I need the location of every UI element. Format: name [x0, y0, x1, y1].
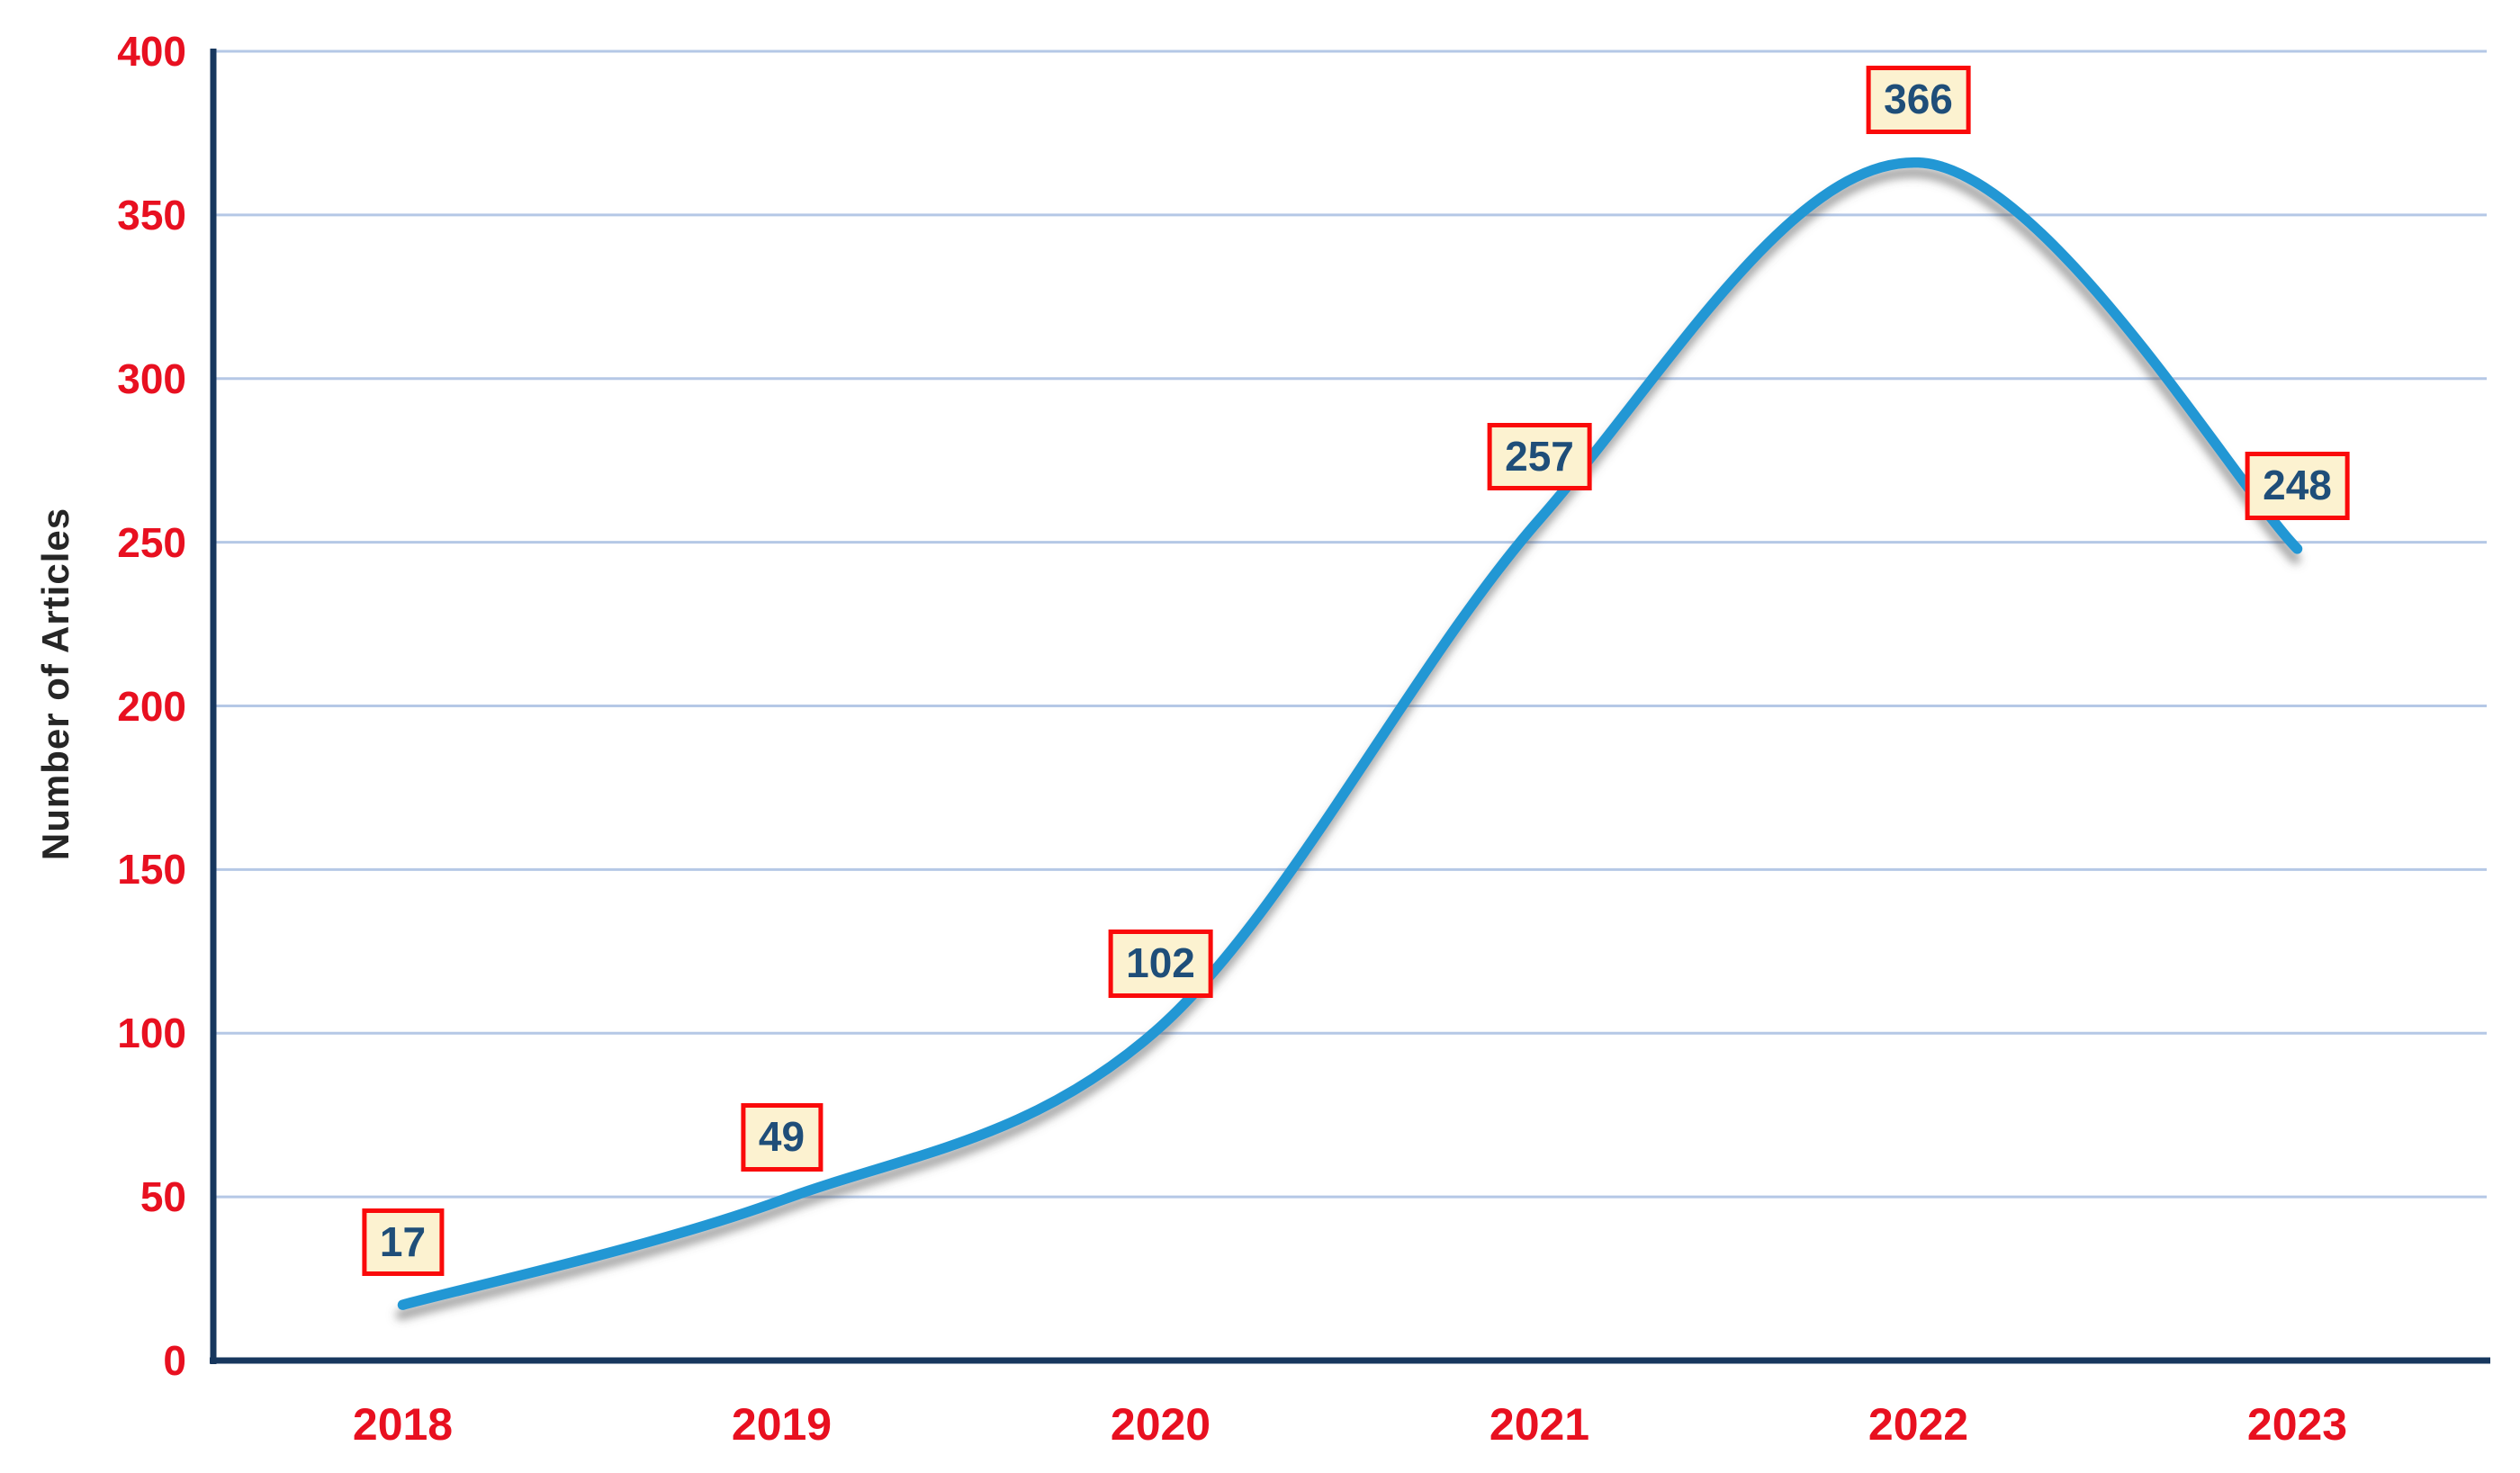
x-tick-label: 2023 — [2246, 1399, 2348, 1450]
x-tick-label: 2019 — [731, 1399, 832, 1450]
y-tick-label: 300 — [117, 355, 186, 402]
data-label: 366 — [1866, 66, 1971, 134]
data-label: 102 — [1108, 930, 1213, 998]
data-label: 257 — [1487, 422, 1592, 491]
x-tick-label: 2020 — [1110, 1399, 1211, 1450]
y-tick-label: 0 — [163, 1337, 186, 1384]
x-tick-label: 2022 — [1868, 1399, 1969, 1450]
y-tick-label: 250 — [117, 518, 186, 566]
y-tick-label: 100 — [117, 1010, 186, 1057]
y-tick-label: 400 — [117, 28, 186, 75]
y-tick-label: 50 — [140, 1173, 186, 1221]
y-tick-label: 150 — [117, 846, 186, 894]
data-label: 17 — [361, 1208, 445, 1277]
y-tick-label: 200 — [117, 682, 186, 730]
x-tick-label: 2018 — [352, 1399, 454, 1450]
x-tick-label: 2021 — [1489, 1399, 1590, 1450]
data-label: 49 — [740, 1103, 824, 1172]
data-label: 248 — [2245, 452, 2350, 520]
series-line — [397, 157, 2303, 1310]
y-tick-label: 350 — [117, 191, 186, 238]
